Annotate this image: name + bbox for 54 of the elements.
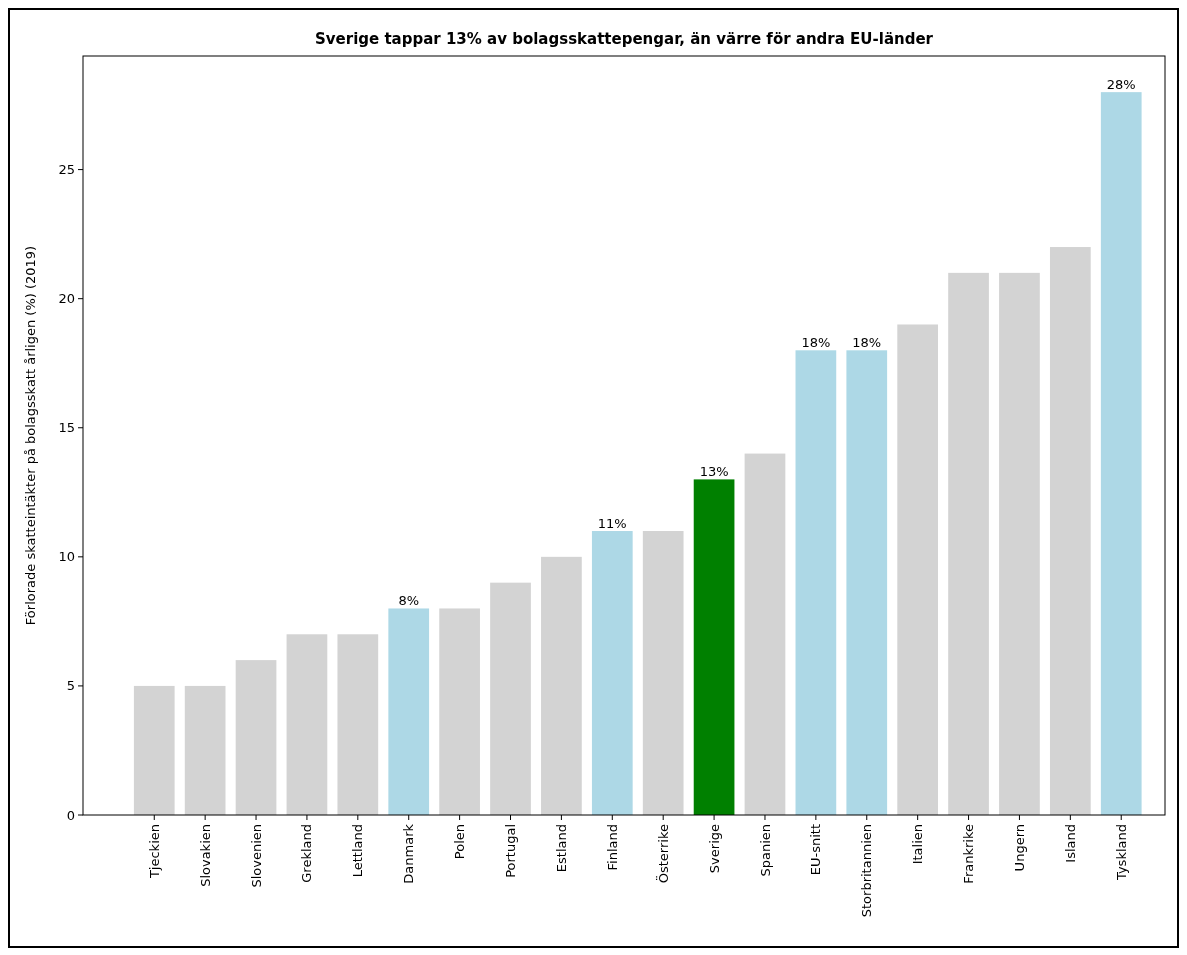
y-tick-label: 10 [58, 549, 75, 565]
bar [184, 685, 226, 815]
data-label: 8% [398, 593, 420, 609]
chart-title: Sverige tappar 13% av bolagsskattepengar, än värre för andra EU-länder [314, 30, 934, 48]
data-label: 18% [852, 335, 882, 351]
bar [642, 531, 684, 815]
bar [744, 453, 786, 815]
x-tick-label: Italien [910, 824, 926, 865]
x-tick-label: Storbritannien [859, 824, 875, 918]
x-tick-label: Island [1062, 824, 1078, 863]
x-tick-label: Ungern [1011, 824, 1027, 872]
bar [286, 634, 328, 815]
bar [541, 556, 582, 815]
y-tick-label: 15 [58, 420, 75, 436]
x-tick-label: Estland [553, 824, 569, 873]
bar [1049, 247, 1091, 815]
data-label: 28% [1106, 77, 1136, 93]
bar [388, 608, 430, 815]
y-tick-label: 25 [58, 162, 75, 178]
y-tick-label: 20 [58, 291, 75, 307]
x-tick-label: Sverige [706, 824, 722, 874]
bar [337, 634, 379, 815]
bar [1100, 92, 1142, 815]
x-tick-label: Lettland [350, 824, 366, 878]
x-tick-label: Finland [604, 824, 620, 871]
x-tick-label: Grekland [299, 824, 315, 883]
y-axis-title: Förlorade skatteintäkter på bolagsskatt årligen (%) (2019) [23, 245, 38, 626]
bar [591, 531, 633, 815]
x-tick-label: Österrike [654, 824, 671, 884]
y-tick-label: 5 [66, 678, 75, 694]
x-tick-label: Portugal [503, 824, 519, 878]
x-tick-label: Danmark [401, 823, 417, 884]
bar [490, 582, 531, 815]
x-tick-label: Frankrike [961, 824, 977, 884]
data-label: 11% [597, 516, 627, 532]
bar [133, 685, 175, 815]
bar [948, 272, 989, 815]
bar [795, 350, 837, 815]
x-tick-label: Tyskland [1113, 824, 1129, 881]
x-tick-label: Spanien [757, 824, 773, 877]
data-label: 18% [801, 335, 831, 351]
bar [439, 608, 480, 815]
data-label: 13% [699, 464, 729, 480]
bar [897, 324, 939, 815]
bar [235, 660, 277, 815]
bar [846, 350, 888, 815]
bar [693, 479, 735, 815]
bar [999, 272, 1040, 815]
x-tick-label: Polen [452, 824, 468, 860]
x-tick-label: Tjeckien [146, 824, 162, 880]
x-tick-label: EU-snitt [808, 824, 824, 876]
y-tick-label: 0 [66, 807, 75, 823]
x-tick-label: Slovenien [248, 824, 264, 888]
x-tick-label: Slovakien [197, 824, 213, 887]
